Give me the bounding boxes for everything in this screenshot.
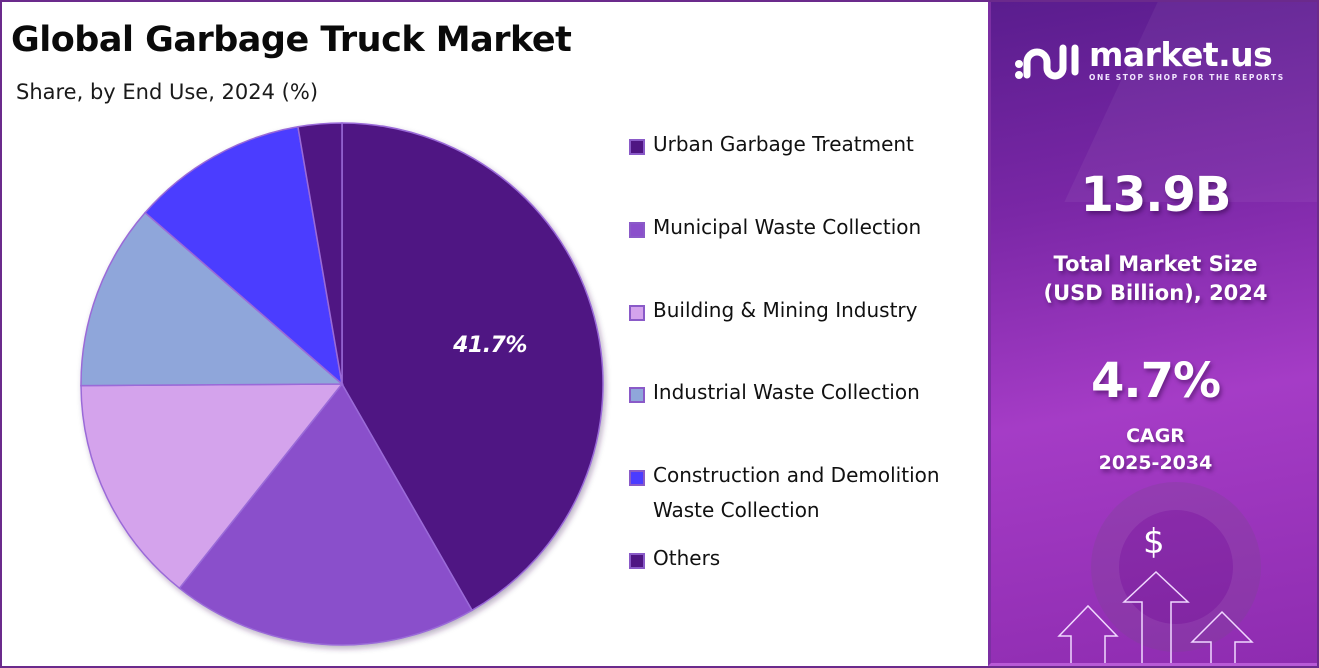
legend-swatch: [629, 139, 645, 155]
market-us-logo-icon: [1015, 44, 1079, 80]
legend-label: Municipal Waste Collection: [653, 215, 922, 239]
cagr-label: CAGR: [1126, 425, 1185, 447]
legend-item-construction-demolition[interactable]: Construction and Demolition Waste Collec…: [629, 463, 940, 528]
pie-slice-urban-garbage-treatment[interactable]: [341, 122, 604, 612]
growth-arrows-illustration: $: [991, 514, 1317, 663]
legend-item-urban-garbage-treatment[interactable]: Urban Garbage Treatment: [629, 132, 914, 162]
pie-chart: [72, 114, 612, 654]
legend-label-line2: Waste Collection: [653, 498, 820, 522]
legend-label: Industrial Waste Collection: [653, 380, 920, 404]
pie-slice-building-mining-industry[interactable]: [80, 383, 344, 590]
brand-name: market.us: [1089, 34, 1273, 74]
pie-slice-municipal-waste-collection[interactable]: [178, 382, 474, 646]
pie-slice-label-urban: 41.7%: [453, 333, 527, 358]
legend-swatch: [629, 387, 645, 403]
legend-item-others[interactable]: Others: [629, 546, 720, 576]
chart-subtitle: Share, by End Use, 2024 (%): [16, 80, 319, 104]
legend-swatch: [629, 553, 645, 569]
legend-item-industrial-waste-collection[interactable]: Industrial Waste Collection: [629, 380, 920, 410]
pie-slice-industrial-waste-collection[interactable]: [80, 211, 344, 387]
pie-slice-others[interactable]: [297, 122, 343, 385]
legend-label: Urban Garbage Treatment: [653, 132, 914, 156]
dollar-icon: $: [1143, 522, 1165, 562]
cagr-value: 4.7%: [1090, 353, 1221, 409]
pie-chart-svg: [80, 122, 604, 646]
brand-logo[interactable]: market.us ONE STOP SHOP FOR THE REPORTS: [1013, 38, 1285, 82]
legend-swatch: [629, 470, 645, 486]
market-size-unit-label: (USD Billion), 2024: [1043, 281, 1268, 305]
chart-title: Global Garbage Truck Market: [11, 20, 572, 60]
pie-slice-construction-and-demolition-waste-collection[interactable]: [144, 125, 344, 386]
market-size-value: 13.9B: [1080, 167, 1231, 223]
legend-swatch: [629, 305, 645, 321]
up-arrows-icon: [1057, 570, 1254, 663]
legend-label: Construction and Demolition: [653, 463, 940, 487]
market-size-label: Total Market Size: [1053, 252, 1258, 276]
brand-tagline: ONE STOP SHOP FOR THE REPORTS: [1089, 72, 1285, 82]
stats-sidebar: market.us ONE STOP SHOP FOR THE REPORTS …: [988, 2, 1317, 666]
legend-label: Others: [653, 546, 721, 570]
chart-panel: Global Garbage Truck Market Share, by En…: [2, 2, 988, 666]
legend-item-municipal-waste-collection[interactable]: Municipal Waste Collection: [629, 215, 921, 245]
cagr-period: 2025-2034: [1098, 452, 1213, 474]
legend-swatch: [629, 222, 645, 238]
legend-item-building-mining-industry[interactable]: Building & Mining Industry: [629, 298, 917, 328]
legend-label: Building & Mining Industry: [653, 298, 918, 322]
